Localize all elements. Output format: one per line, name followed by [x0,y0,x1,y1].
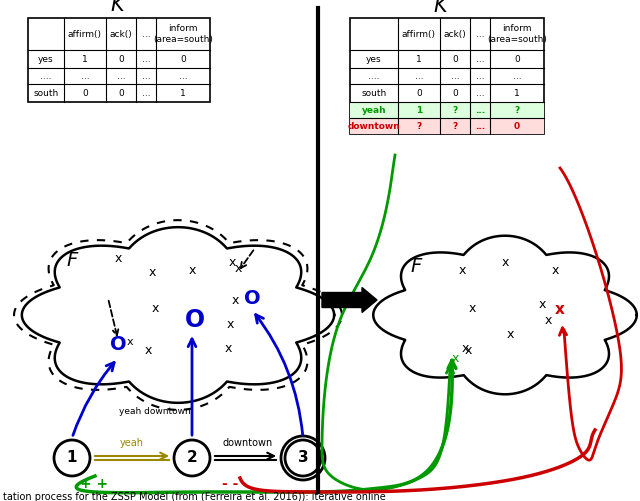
Text: x: x [506,329,514,342]
Text: ....: .... [40,72,52,81]
Text: 3: 3 [298,450,308,465]
Text: x: x [144,344,152,357]
Text: yes: yes [38,55,54,64]
Text: - -: - - [222,477,238,491]
Text: 0: 0 [452,55,458,64]
Text: ...: ... [141,72,150,81]
Text: x: x [551,264,559,277]
Text: ...: ... [116,72,125,81]
Text: ....: .... [368,72,380,81]
Text: O: O [185,308,205,332]
Text: 1: 1 [416,106,422,115]
Text: 1: 1 [416,55,422,64]
Text: affirm(): affirm() [402,30,436,39]
Text: x: x [188,264,196,277]
Text: ?: ? [452,122,458,130]
Text: downtown: downtown [222,438,273,448]
Text: x: x [464,344,472,357]
Text: 1: 1 [514,89,520,98]
Text: $\mathit{K^*}$: $\mathit{K^*}$ [433,0,461,18]
Text: 2: 2 [187,450,197,465]
Text: ack(): ack() [109,30,132,39]
Text: yes: yes [366,55,382,64]
Text: x: x [227,319,234,332]
Text: south: south [33,89,59,98]
Text: $\mathit{F}$: $\mathit{F}$ [67,252,80,271]
Text: ...: ... [81,72,90,81]
Text: 0: 0 [452,89,458,98]
Text: x: x [451,352,459,365]
Text: 1: 1 [180,89,186,98]
Text: x: x [224,342,232,355]
Text: ?: ? [515,106,520,115]
Text: $\mathit{K}$: $\mathit{K}$ [111,0,127,15]
Text: ...: ... [475,106,485,115]
Text: 0: 0 [118,55,124,64]
Text: 0: 0 [514,55,520,64]
Text: x: x [115,252,122,265]
Text: ...: ... [513,72,522,81]
FancyArrow shape [322,288,377,313]
Text: x: x [468,302,476,315]
Text: x: x [148,266,156,279]
Bar [350,118,544,134]
Text: ...: ... [476,30,484,39]
Bar [350,102,544,118]
Text: $\mathit{F}$: $\mathit{F}$ [410,257,423,276]
Text: x: x [127,337,133,347]
Text: O: O [109,336,126,355]
Text: 0: 0 [118,89,124,98]
Text: yeah: yeah [362,106,387,115]
Text: yeah downtown: yeah downtown [119,407,191,416]
Circle shape [54,440,90,476]
Text: x: x [555,303,565,318]
Text: O: O [244,289,260,308]
Text: tation process for the ZSSP Model (from (Ferreira et al. 2016)): iterative onlin: tation process for the ZSSP Model (from … [3,492,386,501]
Text: 0: 0 [514,122,520,130]
Text: ...: ... [475,122,485,130]
Circle shape [285,440,321,476]
Text: 1: 1 [67,450,77,465]
Text: 0: 0 [416,89,422,98]
Text: x: x [538,299,546,312]
Text: 0: 0 [82,89,88,98]
Text: ...: ... [179,72,188,81]
Bar [28,18,210,102]
Text: x: x [458,264,466,277]
Text: x: x [151,302,159,315]
Polygon shape [373,235,637,394]
Text: ...: ... [141,89,150,98]
Text: ack(): ack() [444,30,467,39]
Text: x: x [228,256,236,269]
Text: x: x [544,314,552,327]
Text: x: x [231,294,239,307]
Circle shape [174,440,210,476]
Bar [350,18,544,134]
Text: x: x [234,262,242,275]
Text: affirm(): affirm() [68,30,102,39]
Text: ...: ... [476,89,484,98]
Text: inform
(area=south): inform (area=south) [487,25,547,44]
Text: x: x [501,256,509,269]
Text: inform
(area=south): inform (area=south) [153,25,213,44]
Text: + +: + + [80,477,108,491]
Text: ...: ... [476,55,484,64]
Text: 1: 1 [82,55,88,64]
Text: ?: ? [417,122,422,130]
Text: ...: ... [141,55,150,64]
Text: ...: ... [415,72,423,81]
Text: x: x [461,342,468,355]
Text: ...: ... [451,72,460,81]
Text: 0: 0 [180,55,186,64]
Polygon shape [22,227,334,403]
Text: downtown: downtown [348,122,401,130]
Text: south: south [362,89,387,98]
Text: ...: ... [141,30,150,39]
Text: yeah: yeah [120,438,144,448]
Text: ...: ... [476,72,484,81]
Text: ?: ? [452,106,458,115]
